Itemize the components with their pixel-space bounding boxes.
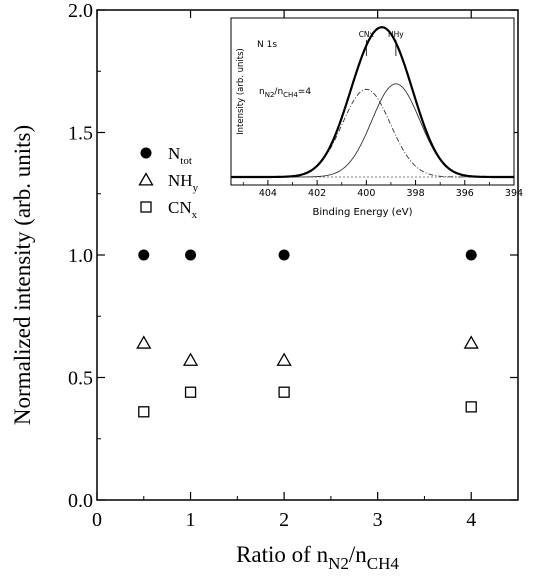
legend-label-base: NH (168, 171, 193, 190)
inset-x-tick-label: 394 (505, 188, 523, 199)
main-x-ticks: 0 1 2 3 4 (92, 10, 476, 531)
main-x-axis-label: Ratio of nN2/nCH4 (236, 542, 399, 573)
legend-label-base: CN (168, 198, 192, 217)
inset-x-tick-label: 396 (456, 188, 474, 199)
inset-peak-label: NHy (388, 30, 404, 39)
data-point-nhy (276, 352, 292, 366)
legend-label-base: N (168, 144, 180, 163)
inset-peak-labels: CNx NHy (359, 30, 404, 56)
main-x-tick-label: 0 (92, 509, 102, 531)
data-point-ntot (185, 249, 197, 261)
inset-x-axis-label: Binding Energy (eV) (313, 207, 413, 218)
legend-label: CNx (168, 198, 198, 221)
inset-ratio-sub2: CH4 (283, 91, 298, 99)
inset-x-tick-label: 398 (406, 188, 424, 199)
inset-x-tick-label: 404 (259, 188, 277, 199)
inset-x-tick-label: 402 (308, 188, 326, 199)
inset-plot: 404 402 400 398 396 394 CNx NHy N 1s nN2/nCH4=… (230, 17, 523, 218)
main-x-axis-label-sub2: CH4 (367, 554, 400, 573)
legend-marker-ntot (140, 147, 152, 159)
inset-ratio-value: =4 (298, 87, 312, 97)
data-point-cnx (465, 401, 477, 413)
main-data-points (136, 249, 479, 418)
inset-ratio-base: n (259, 87, 265, 97)
inset-ratio-annotation: nN2/nCH4=4 (259, 87, 311, 99)
data-point-nhy (463, 335, 479, 349)
main-x-tick-label: 4 (466, 509, 476, 531)
inset-x-tick-label: 400 (357, 188, 375, 199)
legend-marker-cnx (140, 201, 152, 213)
legend-label-sub: y (193, 182, 199, 194)
legend-marker-nhy (138, 172, 154, 186)
main-x-tick-label: 1 (186, 509, 196, 531)
inset-ratio-sub1: N2 (265, 91, 275, 99)
main-y-tick-label: 0.0 (68, 490, 93, 512)
legend-label-sub: x (192, 209, 198, 221)
main-x-axis-label-base: Ratio of n (236, 542, 328, 567)
data-point-ntot (278, 249, 290, 261)
inset-curves (231, 26, 514, 179)
inset-envelope (231, 26, 514, 179)
inset-ratio-mid: /n (274, 87, 283, 97)
legend-label: Ntot (168, 144, 192, 167)
data-point-cnx (138, 406, 150, 418)
main-y-ticks: 0.0 0.5 1.0 1.5 2.0 (68, 0, 518, 512)
data-point-nhy (182, 352, 199, 366)
data-point-nhy (136, 335, 152, 349)
main-y-tick-label: 0.5 (68, 368, 93, 390)
inset-y-axis-label: Intensity (arb. units) (236, 48, 246, 135)
data-point-ntot (465, 249, 477, 261)
main-x-tick-label: 3 (373, 509, 383, 531)
main-y-tick-label: 1.0 (68, 245, 93, 267)
main-y-tick-label: 2.0 (68, 0, 93, 22)
main-y-axis-label: Normalized intensity (arb. units) (10, 125, 35, 425)
main-x-axis-label-sub1: N2 (328, 554, 349, 573)
data-point-ntot (138, 249, 150, 261)
inset-peak-label: CNx (359, 30, 375, 39)
main-x-axis-label-mid: /n (349, 542, 367, 567)
legend-label: NHy (168, 171, 199, 194)
data-point-cnx (184, 386, 197, 398)
inset-x-ticks: 404 402 400 398 396 394 (242, 180, 523, 199)
legend-label-sub: tot (180, 155, 192, 167)
inset-title: N 1s (257, 40, 277, 50)
main-x-tick-label: 2 (279, 509, 289, 531)
data-point-cnx (278, 386, 290, 398)
inset-plot-frame (230, 17, 515, 186)
main-y-tick-label: 1.5 (68, 123, 93, 145)
